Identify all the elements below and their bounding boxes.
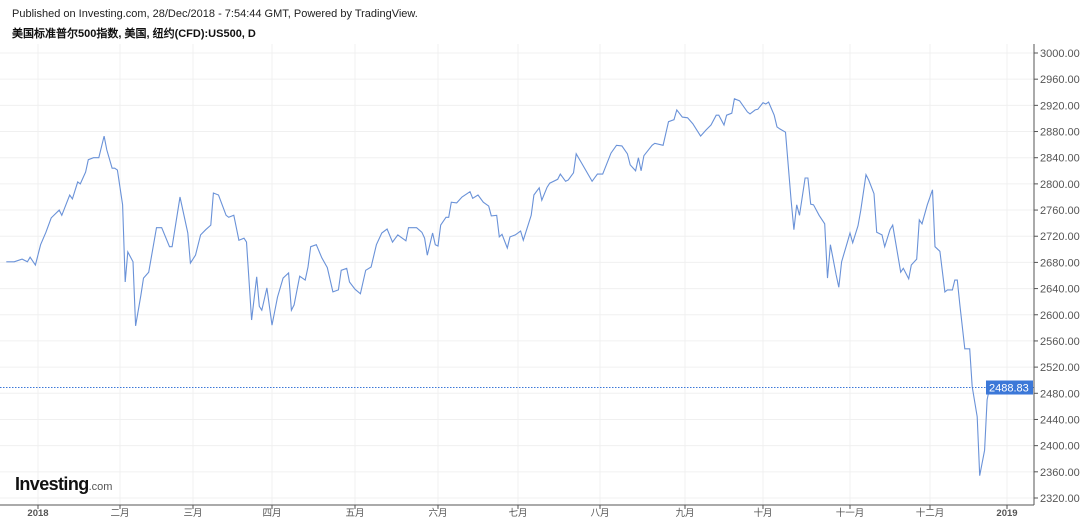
x-tick-label: 三月: [183, 508, 202, 519]
x-tick-label: 七月: [508, 508, 527, 519]
y-tick-label: 2760.00: [1040, 205, 1080, 217]
y-tick-label: 2320.00: [1040, 493, 1080, 505]
y-tick-label: 2720.00: [1040, 231, 1080, 243]
last-price-marker: 2488.83: [0, 380, 1034, 395]
x-tick-label: 二月: [110, 508, 129, 519]
y-tick-label: 2880.00: [1040, 127, 1080, 139]
x-tick-label: 十月: [753, 507, 772, 519]
y-tick-label: 2480.00: [1040, 388, 1080, 400]
x-tick-label: 十二月: [916, 507, 945, 519]
y-tick-label: 2440.00: [1040, 414, 1080, 426]
y-tick-label: 2520.00: [1040, 362, 1080, 374]
y-tick-label: 2840.00: [1040, 153, 1080, 165]
y-tick-label: 2600.00: [1040, 310, 1080, 322]
y-tick-label: 2400.00: [1040, 441, 1080, 453]
y-tick-label: 2360.00: [1040, 467, 1080, 479]
axes: [0, 44, 1038, 509]
grid: [0, 44, 1034, 505]
last-price-badge: [986, 380, 1033, 395]
y-tick-label: 2640.00: [1040, 284, 1080, 296]
y-tick-label: 2680.00: [1040, 257, 1080, 269]
price-line: [6, 98, 991, 476]
y-tick-label: 2800.00: [1040, 179, 1080, 191]
x-tick-label: 十一月: [836, 507, 865, 519]
y-tick-label: 2960.00: [1040, 74, 1080, 86]
y-tick-label: 2920.00: [1040, 100, 1080, 112]
published-caption: Published on Investing.com, 28/Dec/2018 …: [12, 8, 418, 20]
x-tick-label: 2019: [996, 508, 1017, 519]
x-tick-label: 九月: [675, 507, 694, 519]
x-tick-label: 2018: [27, 508, 48, 519]
symbol-title: 美国标准普尔500指数, 美国, 纽约(CFD):US500, D: [12, 28, 256, 40]
x-tick-label: 五月: [345, 508, 364, 519]
x-tick-label: 四月: [262, 508, 281, 519]
last-price-label: 2488.83: [989, 383, 1029, 395]
x-tick-label: 六月: [428, 507, 447, 519]
y-tick-label: 3000.00: [1040, 48, 1080, 60]
y-tick-label: 2560.00: [1040, 336, 1080, 348]
investing-logo: Investing.com: [15, 474, 113, 494]
x-tick-label: 八月: [590, 508, 609, 519]
tick-labels: 2320.00 2360.00 2400.00 2440.00 2480.00 2520.…: [27, 48, 1079, 519]
